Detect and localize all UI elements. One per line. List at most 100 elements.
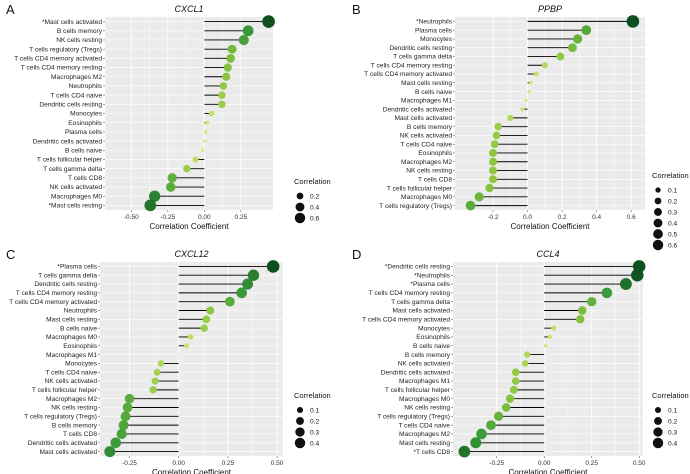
category-label: T cells follicular helper	[385, 387, 451, 394]
category-label: T cells CD4 naive	[398, 422, 450, 429]
category-label: Mast cells activated	[394, 115, 452, 122]
legend-label: 0.2	[310, 418, 319, 425]
data-point	[474, 192, 484, 202]
data-point	[489, 166, 497, 175]
data-point	[489, 157, 497, 166]
data-point	[492, 131, 501, 140]
plot-background	[453, 262, 643, 456]
panel-letter: A	[6, 2, 15, 17]
x-axis-title: Correlation Coefficient	[152, 468, 232, 474]
data-point	[222, 72, 231, 81]
category-label: T cells CD4 memory activated	[9, 299, 97, 306]
category-label: Macrophages M2	[401, 159, 452, 166]
category-label: Plasma cells	[65, 129, 103, 136]
x-tick-label: -0.25	[122, 460, 137, 467]
category-label: *Plasma cells	[57, 264, 97, 271]
x-axis-title: Correlation Coefficient	[508, 468, 588, 474]
data-point	[192, 156, 199, 163]
legend-label: 0.4	[310, 204, 319, 211]
data-point	[586, 296, 597, 307]
category-label: B cells memory	[57, 28, 103, 35]
legend-dot	[653, 218, 663, 228]
data-point	[218, 100, 226, 109]
x-axis-title: Correlation Coefficient	[510, 222, 590, 231]
category-label: Eosinophils	[63, 343, 97, 350]
data-point	[523, 351, 531, 358]
legend-dot	[652, 239, 664, 251]
category-label: Macrophages M2	[399, 431, 450, 438]
legend-dot	[296, 192, 304, 200]
category-label: T cells regulatory (Tregs)	[29, 46, 102, 53]
category-label: Monocytes	[420, 36, 453, 43]
category-label: Macrophages M2	[46, 396, 97, 403]
data-point	[485, 183, 494, 193]
data-point	[223, 63, 232, 72]
legend-title: Correlation	[652, 171, 689, 180]
data-point	[165, 182, 176, 192]
data-point	[144, 199, 157, 212]
legend-title: Correlation	[652, 391, 689, 400]
category-label: *Neutrophils	[414, 272, 451, 279]
legend-label: 0.1	[310, 407, 319, 414]
category-label: NK cells activated	[398, 361, 451, 368]
data-point	[151, 377, 159, 385]
data-point	[489, 148, 497, 157]
legend-dot	[655, 187, 661, 193]
legend-label: 0.5	[668, 231, 677, 238]
data-point	[153, 368, 161, 376]
category-label: B cells memory	[405, 352, 451, 359]
category-label: T cells gamma delta	[391, 299, 450, 306]
data-point	[529, 80, 533, 85]
category-label: Dendritic cells resting	[34, 281, 97, 288]
category-label: Dendritic cells activated	[28, 440, 98, 447]
data-point	[544, 344, 548, 348]
category-label: T cells gamma delta	[393, 54, 452, 61]
category-label: T cells CD4 naive	[45, 369, 97, 376]
data-point	[227, 44, 237, 54]
data-point	[157, 360, 165, 367]
legend-dot	[654, 406, 662, 414]
category-label: Monocytes	[65, 361, 98, 368]
category-label: T cells follicular helper	[387, 185, 453, 192]
category-label: *Mast cells resting	[48, 203, 102, 210]
category-label: T cells gamma delta	[38, 272, 97, 279]
x-tick-label: -0.2	[487, 214, 499, 221]
category-label: B cells naive	[413, 343, 450, 350]
category-label: T cells CD8	[418, 176, 452, 183]
category-label: Dendritic cells activated	[383, 106, 453, 113]
category-label: T cells CD4 memory resting	[371, 62, 453, 69]
x-tick-label: -0.25	[160, 214, 175, 221]
legend-label: 0.6	[668, 242, 677, 249]
data-point	[507, 114, 514, 121]
x-tick-label: 0.50	[271, 460, 284, 467]
legend-dot	[654, 197, 662, 205]
legend-dot	[295, 202, 305, 212]
data-point	[476, 428, 487, 440]
data-point	[521, 360, 529, 367]
data-point	[122, 402, 133, 413]
category-label: T cells follicular helper	[37, 157, 103, 164]
data-point	[224, 296, 235, 307]
category-label: Neutrophils	[64, 308, 98, 315]
data-point	[120, 411, 131, 422]
panel-letter: B	[352, 2, 361, 17]
category-label: T cells CD8	[63, 431, 97, 438]
data-point	[494, 122, 502, 131]
data-point	[511, 377, 520, 385]
x-tick-label: 0.2	[558, 214, 567, 221]
legend-label: 0.2	[310, 193, 319, 200]
data-point	[524, 98, 528, 102]
legend-label: 0.3	[668, 429, 677, 436]
category-label: Macrophages M2	[51, 74, 102, 81]
data-point	[470, 437, 482, 449]
category-label: Mast cells resting	[46, 317, 97, 324]
category-label: NK cells resting	[51, 405, 97, 412]
category-label: Dendritic cells activated	[381, 369, 451, 376]
data-point	[183, 164, 191, 173]
legend-label: 0.1	[668, 187, 677, 194]
data-point	[262, 15, 275, 28]
plot-title: CXCL1	[174, 4, 203, 14]
data-point	[247, 269, 260, 281]
legend-label: 0.4	[668, 220, 677, 227]
